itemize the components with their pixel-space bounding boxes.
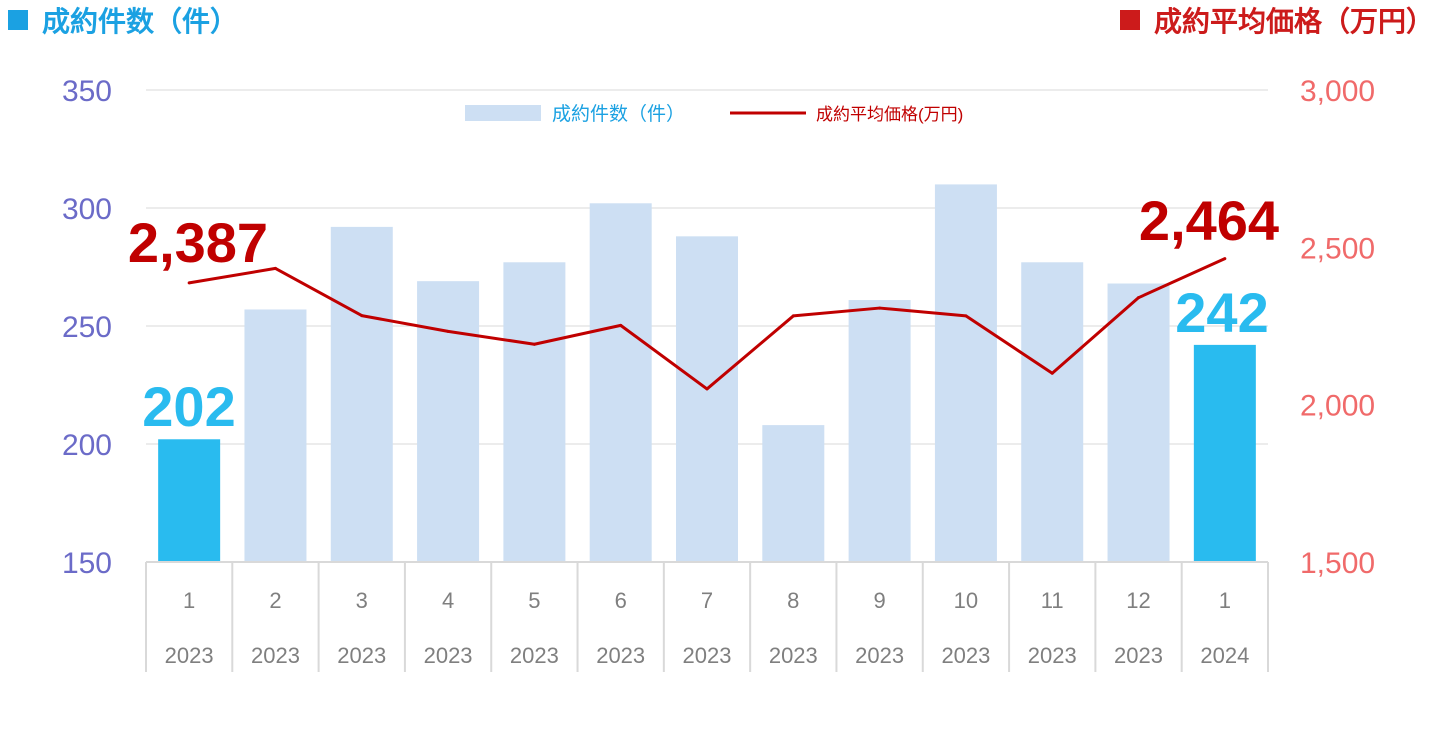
category-year-label: 2024 bbox=[1200, 643, 1249, 668]
category-month-label: 10 bbox=[954, 588, 978, 613]
right-axis-tick-label: 1,500 bbox=[1300, 547, 1375, 580]
left-axis-header-text: 成約件数（件） bbox=[42, 6, 239, 37]
category-year-label: 2023 bbox=[337, 643, 386, 668]
legend-bar-label: 成約件数（件） bbox=[552, 103, 685, 125]
bar-data-label: 242 bbox=[1175, 281, 1268, 344]
line-point-6 bbox=[619, 323, 623, 327]
category-month-label: 1 bbox=[183, 588, 195, 613]
category-year-label: 2023 bbox=[683, 643, 732, 668]
category-year-label: 2023 bbox=[424, 643, 473, 668]
category-year-label: 2023 bbox=[769, 643, 818, 668]
bar-12 bbox=[1107, 283, 1170, 562]
line-point-7 bbox=[705, 387, 709, 391]
category-year-label: 2023 bbox=[510, 643, 559, 668]
category-month-label: 5 bbox=[528, 588, 540, 613]
line-data-label: 2,387 bbox=[128, 211, 268, 274]
left-axis-tick-label: 350 bbox=[62, 75, 112, 108]
line-point-13 bbox=[1223, 257, 1227, 261]
category-year-label: 2023 bbox=[596, 643, 645, 668]
line-point-11 bbox=[1050, 371, 1054, 375]
category-year-label: 2023 bbox=[1028, 643, 1077, 668]
line-point-2 bbox=[273, 266, 277, 270]
line-point-1 bbox=[187, 281, 191, 285]
category-year-label: 2023 bbox=[1114, 643, 1163, 668]
left-legend-square-icon bbox=[8, 10, 28, 30]
category-month-label: 6 bbox=[615, 588, 627, 613]
category-month-label: 4 bbox=[442, 588, 454, 613]
left-axis-header: 成約件数（件） bbox=[8, 0, 238, 40]
category-month-label: 11 bbox=[1041, 588, 1064, 613]
line-point-9 bbox=[878, 306, 882, 310]
left-axis-tick-label: 300 bbox=[62, 193, 112, 226]
right-legend-square-icon bbox=[1119, 10, 1140, 30]
bar-11 bbox=[1021, 262, 1084, 562]
legend-line-label: 成約平均価格(万円) bbox=[816, 105, 963, 124]
bar-13 bbox=[1193, 344, 1256, 562]
bar-8 bbox=[762, 425, 825, 562]
line-point-4 bbox=[446, 329, 450, 333]
bar-9 bbox=[848, 300, 911, 562]
left-axis-tick-label: 250 bbox=[62, 311, 112, 344]
line-point-8 bbox=[791, 314, 795, 318]
category-year-label: 2023 bbox=[251, 643, 300, 668]
bar-data-label: 202 bbox=[142, 375, 235, 438]
line-data-label: 2,464 bbox=[1139, 189, 1279, 252]
bar-6 bbox=[589, 203, 652, 562]
category-year-label: 2023 bbox=[165, 643, 214, 668]
right-axis-header: 成約平均価格（万円） bbox=[1119, 0, 1434, 40]
bar-5 bbox=[503, 262, 566, 562]
category-month-label: 7 bbox=[701, 588, 713, 613]
right-axis-tick-label: 2,000 bbox=[1300, 390, 1375, 423]
line-point-3 bbox=[360, 314, 364, 318]
bar-2 bbox=[244, 309, 307, 562]
legend-bar-swatch bbox=[465, 105, 541, 121]
bar-10 bbox=[934, 184, 997, 562]
left-axis-tick-label: 200 bbox=[62, 429, 112, 462]
bar-3 bbox=[330, 226, 393, 562]
category-year-label: 2023 bbox=[941, 643, 990, 668]
bar-1 bbox=[158, 439, 221, 562]
category-month-label: 2 bbox=[269, 588, 281, 613]
category-month-label: 3 bbox=[356, 588, 368, 613]
right-axis-tick-label: 2,500 bbox=[1300, 232, 1375, 265]
left-axis-tick-label: 150 bbox=[62, 547, 112, 580]
category-month-label: 12 bbox=[1126, 588, 1150, 613]
category-month-label: 1 bbox=[1219, 588, 1231, 613]
category-month-label: 8 bbox=[787, 588, 799, 613]
category-year-label: 2023 bbox=[855, 643, 904, 668]
line-point-10 bbox=[964, 314, 968, 318]
bar-7 bbox=[676, 236, 738, 562]
right-axis-tick-label: 3,000 bbox=[1300, 75, 1375, 108]
line-point-5 bbox=[532, 342, 536, 346]
right-axis-header-text: 成約平均価格（万円） bbox=[1153, 6, 1434, 37]
line-point-12 bbox=[1137, 296, 1141, 300]
bar-4 bbox=[417, 281, 480, 562]
category-month-label: 9 bbox=[873, 588, 885, 613]
